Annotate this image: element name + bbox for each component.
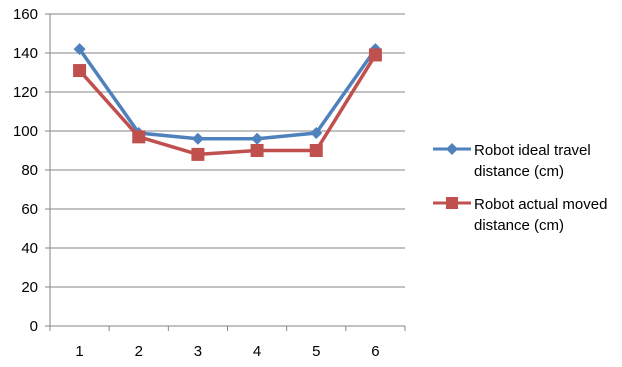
x-tick-label-4: 4 xyxy=(253,343,261,360)
legend-label-ideal: Robot ideal travel distance (cm) xyxy=(474,142,591,180)
series-0-point-1 xyxy=(73,43,86,56)
series-1-point-1 xyxy=(73,64,87,78)
series-0-point-5 xyxy=(310,126,323,139)
series-1-point-2 xyxy=(132,130,146,144)
y-tick-label-160: 160 xyxy=(13,6,38,23)
series-0-line xyxy=(77,47,378,141)
series-1 xyxy=(73,48,382,161)
legend-item-actual: Robot actual moved distance (cm) xyxy=(433,194,618,236)
series-1-point-5 xyxy=(309,144,323,157)
series-1-point-4 xyxy=(250,144,264,157)
x-tick-label-6: 6 xyxy=(371,343,379,360)
series-1-point-6 xyxy=(368,48,382,62)
y-tick-label-40: 40 xyxy=(21,240,38,257)
x-tick-label-2: 2 xyxy=(135,343,143,360)
series-1-point-3 xyxy=(191,147,205,161)
y-tick-label-120: 120 xyxy=(13,84,38,101)
series-0 xyxy=(73,43,382,145)
y-tick-label-20: 20 xyxy=(21,279,38,296)
y-tick-label-80: 80 xyxy=(21,162,38,179)
legend: Robot ideal travel distance (cm) Robot a… xyxy=(433,140,618,248)
x-axis-tick-labels: 1 2 3 4 5 6 xyxy=(75,343,379,360)
series-0-point-3 xyxy=(191,132,204,145)
series-0-point-4 xyxy=(251,132,264,145)
y-axis-tick-labels: 0 20 40 60 80 100 120 140 160 xyxy=(13,6,38,335)
legend-swatch-ideal xyxy=(433,143,471,155)
series-1-line xyxy=(77,53,378,157)
y-tick-label-100: 100 xyxy=(13,123,38,140)
x-tick-label-1: 1 xyxy=(75,343,83,360)
legend-label-actual: Robot actual moved distance (cm) xyxy=(474,196,608,234)
legend-item-ideal: Robot ideal travel distance (cm) xyxy=(433,140,618,182)
x-tick-label-5: 5 xyxy=(312,343,320,360)
series-layer xyxy=(73,43,382,161)
axes xyxy=(45,13,406,331)
x-tick-label-3: 3 xyxy=(194,343,202,360)
y-tick-label-140: 140 xyxy=(13,45,38,62)
gridlines xyxy=(50,13,405,288)
legend-swatch-actual xyxy=(433,197,471,209)
y-tick-label-0: 0 xyxy=(30,318,38,335)
y-tick-label-60: 60 xyxy=(21,201,38,218)
